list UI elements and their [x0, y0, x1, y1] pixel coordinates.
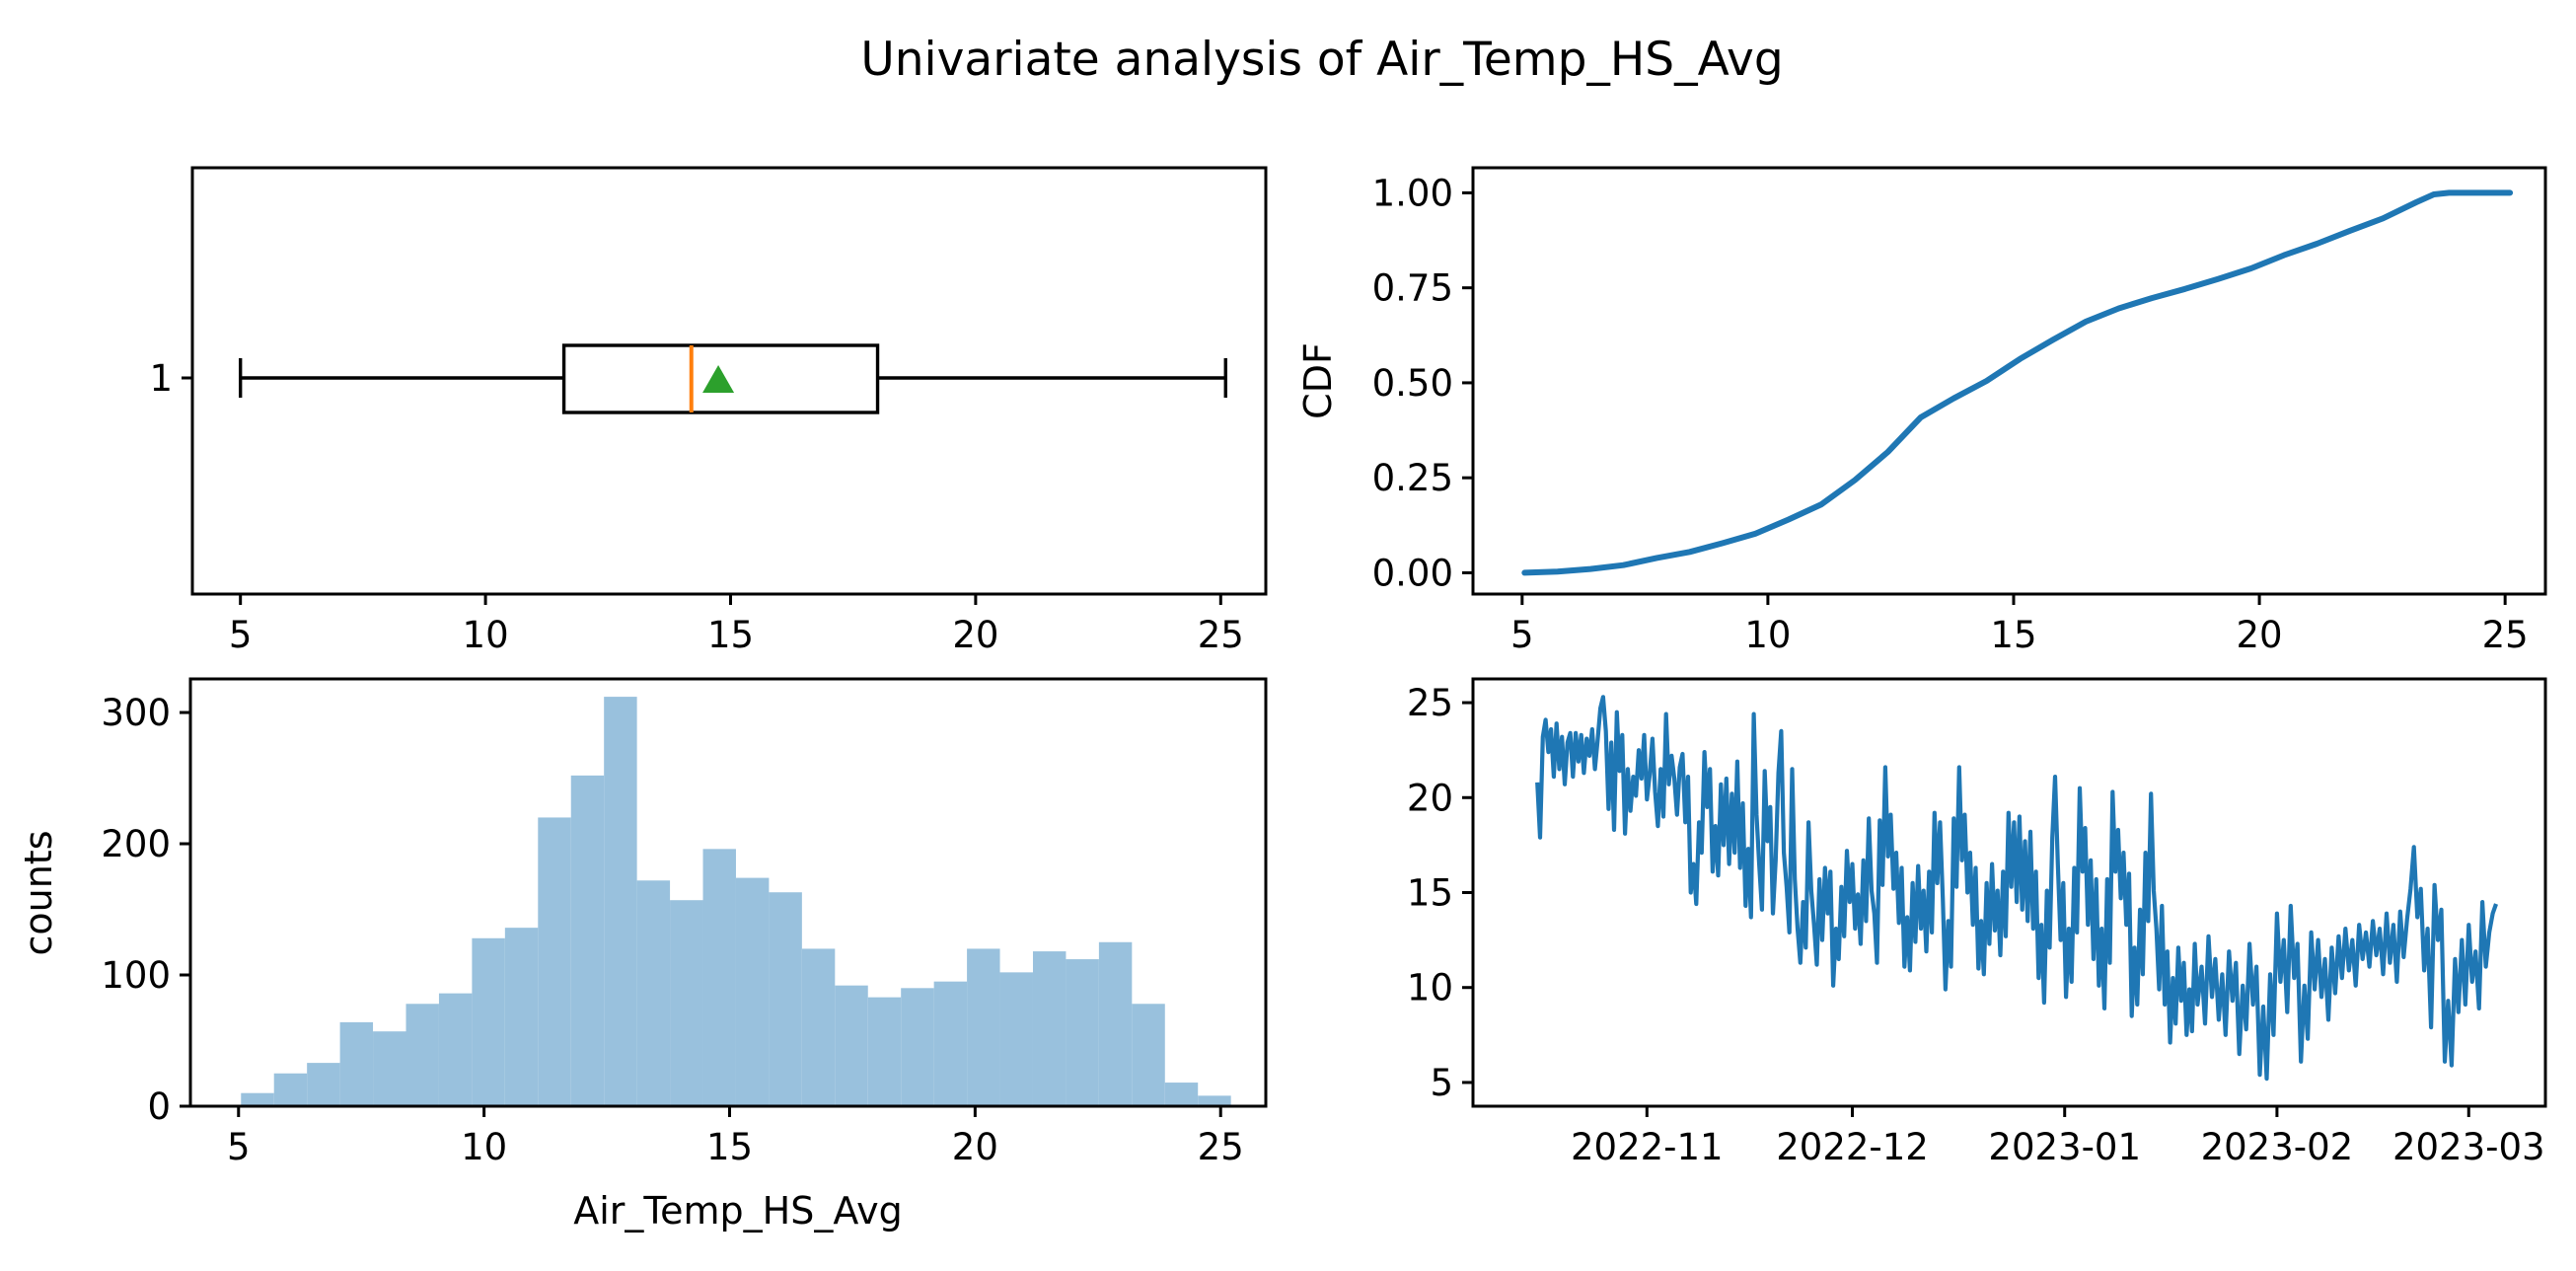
x-tick-label: 10: [1744, 614, 1791, 656]
y-tick-label: 100: [101, 954, 171, 997]
x-tick-label: 2022-12: [1776, 1126, 1929, 1168]
x-tick-label: 25: [1198, 614, 1244, 656]
y-tick-label: 25: [1407, 682, 1453, 724]
boxplot-panel: 15 10 15 20 25: [149, 166, 1268, 656]
y-tick-label: 200: [101, 823, 171, 865]
histogram-panel: 5 10 15 20 25 0 100 200 300: [101, 677, 1268, 1168]
histogram-bar: [570, 775, 605, 1106]
y-tick-label: 1: [149, 357, 173, 400]
histogram-bar: [1164, 1083, 1199, 1106]
x-tick-label: 10: [463, 614, 509, 656]
histogram-bar: [999, 972, 1033, 1106]
histogram-bar: [835, 985, 868, 1106]
cdf-y-axis-label: CDF: [1296, 342, 1340, 419]
y-tick-label: 1.00: [1372, 172, 1453, 214]
histogram-bar: [373, 1031, 406, 1106]
x-tick-label: 20: [2237, 614, 2283, 656]
y-tick-label: 0.75: [1372, 267, 1453, 310]
histogram-bar: [670, 900, 703, 1106]
histogram-bar: [307, 1063, 340, 1106]
y-tick-label: 0.00: [1372, 552, 1453, 594]
timeseries-line: [1535, 695, 2498, 1082]
histogram-bar: [472, 937, 505, 1106]
x-tick-label: 5: [1510, 614, 1534, 656]
y-tick-label: 0: [147, 1085, 171, 1128]
y-tick-label: 10: [1407, 967, 1453, 1009]
y-tick-label: 0.25: [1372, 457, 1453, 499]
histogram-bar: [241, 1092, 274, 1106]
histogram-y-axis-label: counts: [17, 830, 60, 955]
histogram-bar: [538, 817, 571, 1106]
y-tick-label: 15: [1407, 872, 1453, 915]
cdf-panel: 5 10 15 20 25 0.00 0.25 0.50 0.75 1.00: [1372, 166, 2547, 656]
histogram-bar: [504, 928, 539, 1106]
x-tick-label: 20: [952, 1126, 998, 1168]
histogram-bar: [735, 877, 770, 1106]
x-tick-label: 15: [707, 614, 754, 656]
histogram-bar: [273, 1073, 308, 1106]
x-tick-label: 5: [229, 614, 253, 656]
x-tick-label: 2023-03: [2392, 1126, 2545, 1168]
timeseries-panel: 2022-11 2022-12 2023-01 2023-02 2023-03 5 10 15…: [1407, 677, 2547, 1168]
histogram-x-axis-label: Air_Temp_HS_Avg: [573, 1189, 903, 1233]
cdf-curve: [1521, 189, 2514, 576]
y-tick-label: 300: [101, 692, 171, 734]
histogram-bar: [933, 981, 968, 1106]
axes-frame: [188, 677, 1268, 1108]
histogram-bar: [702, 849, 736, 1106]
axes-frame: [1471, 166, 2547, 596]
histogram-bar: [438, 993, 473, 1106]
histogram-bar: [1066, 959, 1099, 1106]
y-tick-label: 20: [1407, 777, 1453, 819]
histogram-bar: [1098, 941, 1133, 1106]
histogram-bar: [405, 1004, 439, 1106]
x-tick-label: 15: [1990, 614, 2036, 656]
histogram-bar: [801, 948, 836, 1106]
histogram-bar: [901, 988, 934, 1106]
x-tick-label: 10: [461, 1126, 507, 1168]
x-tick-label: 2023-01: [1988, 1126, 2141, 1168]
histogram-bar: [867, 997, 902, 1106]
histogram-bar: [339, 1021, 374, 1106]
x-tick-label: 2023-02: [2201, 1126, 2354, 1168]
y-tick-label: 0.50: [1372, 362, 1453, 405]
x-tick-label: 20: [952, 614, 998, 656]
histogram-bar: [769, 892, 802, 1106]
x-tick-label: 25: [1198, 1126, 1244, 1168]
histogram-bar: [1032, 951, 1067, 1106]
axes-frame: [190, 166, 1268, 596]
x-tick-label: 25: [2482, 614, 2529, 656]
y-tick-label: 5: [1430, 1062, 1453, 1104]
figure-title: Univariate analysis of Air_Temp_HS_Avg: [860, 33, 1783, 87]
mean-marker: [702, 365, 735, 393]
x-tick-label: 15: [706, 1126, 753, 1168]
histogram-bar: [967, 948, 1000, 1106]
axes-frame: [1471, 677, 2547, 1108]
histogram-bar: [604, 697, 637, 1106]
histogram-bar: [1198, 1095, 1231, 1106]
histogram-bar: [636, 880, 671, 1106]
histogram-bar: [1132, 1004, 1165, 1106]
x-tick-label: 2022-11: [1571, 1126, 1724, 1168]
x-tick-label: 5: [227, 1126, 251, 1168]
